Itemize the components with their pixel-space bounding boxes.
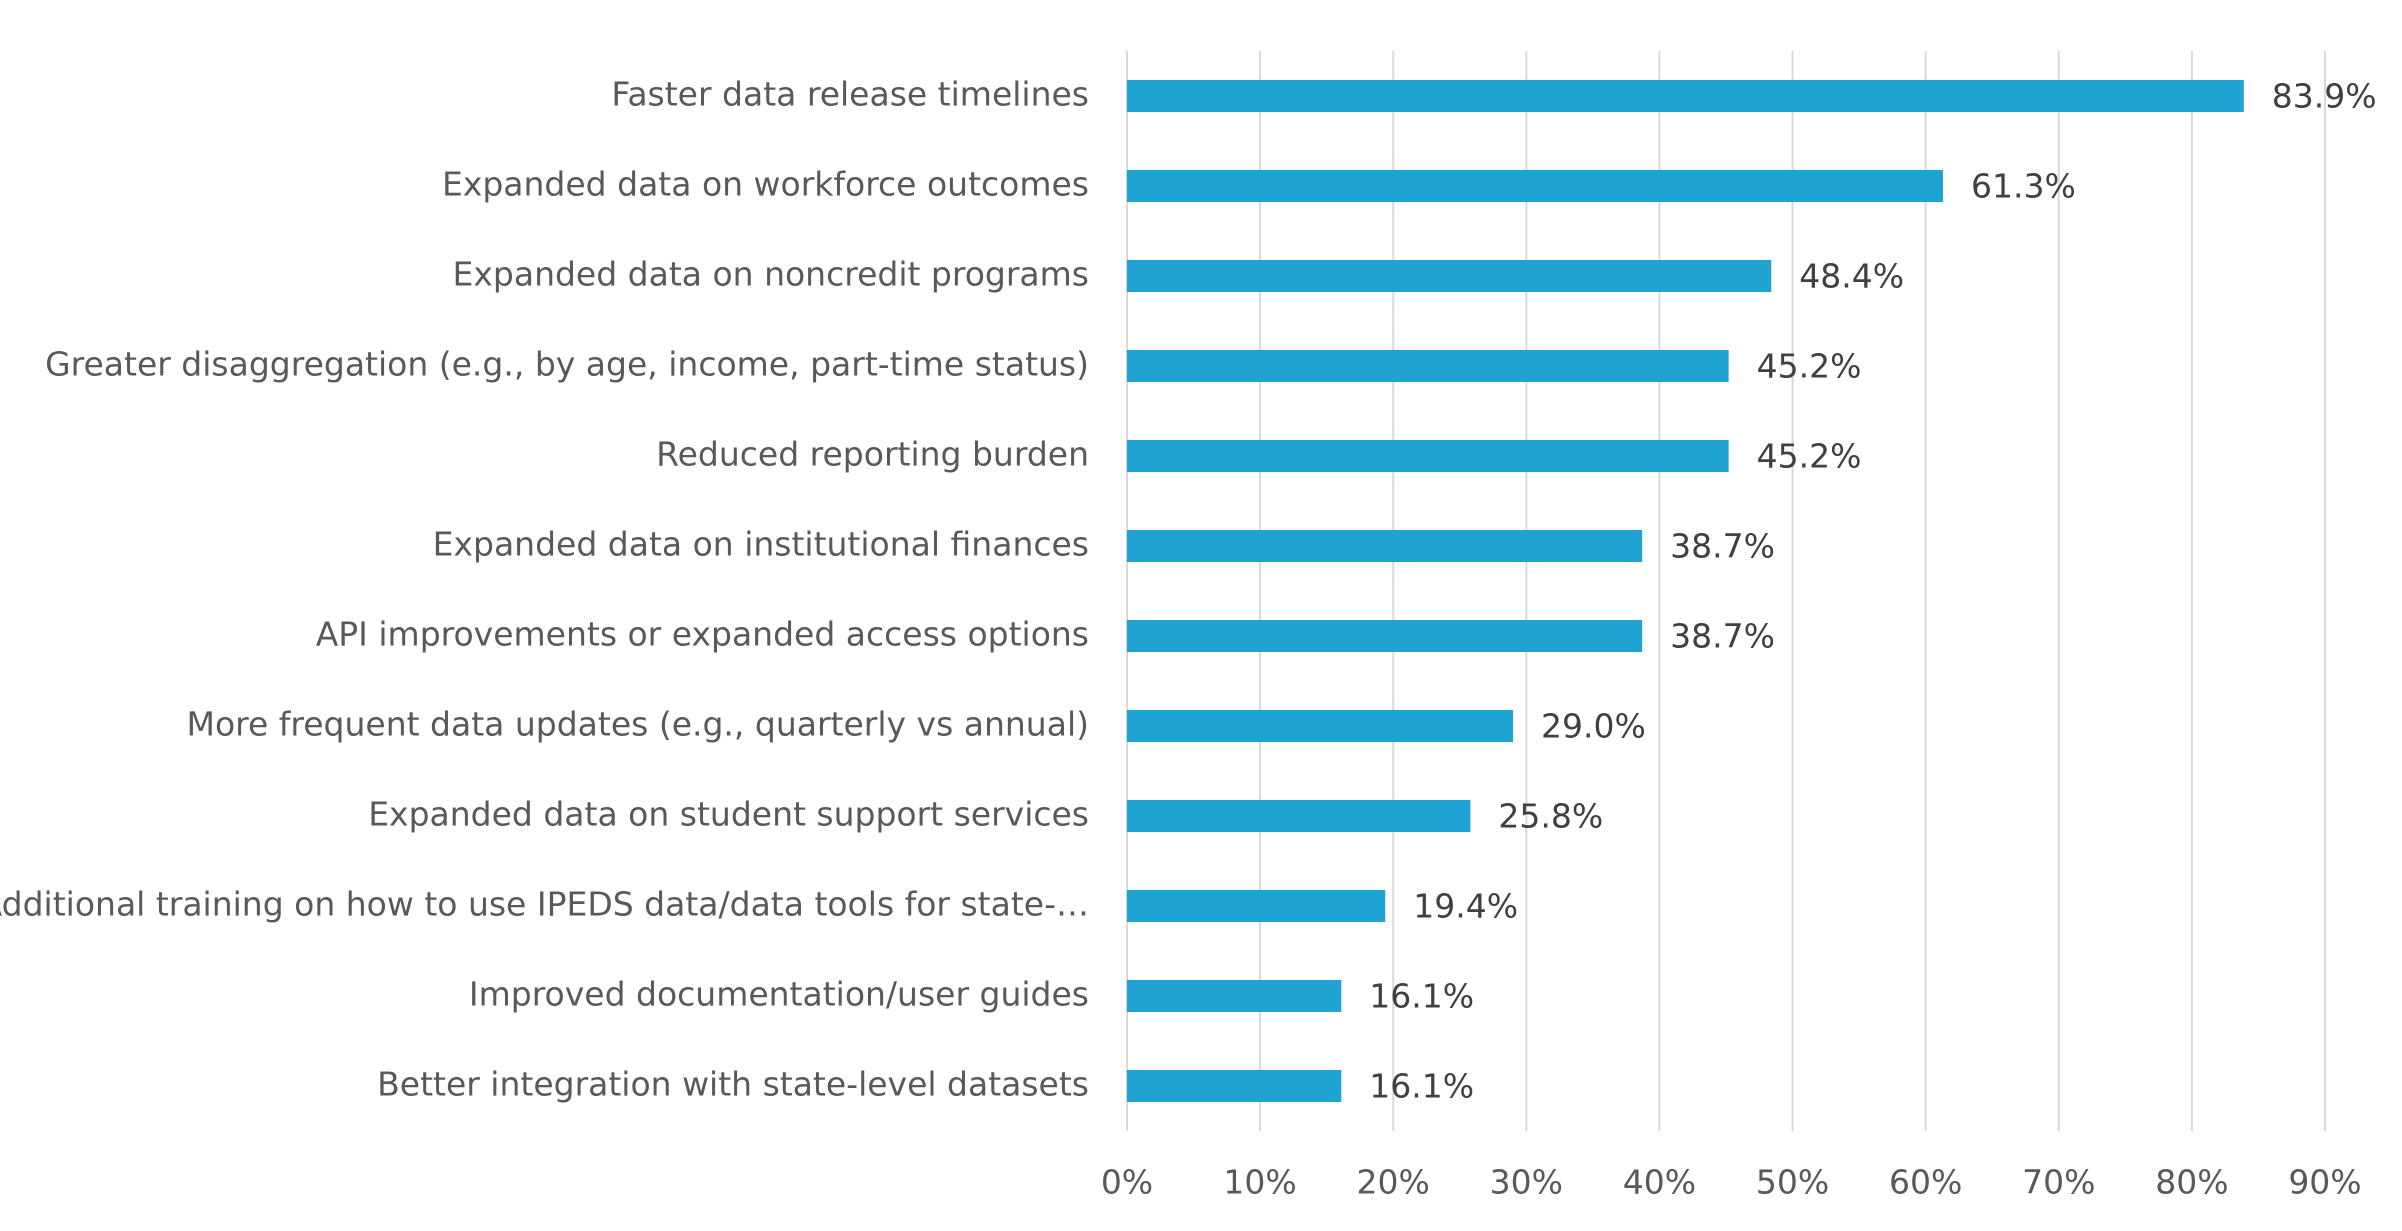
x-tick-label: 0%: [1101, 1163, 1153, 1202]
y-tick-label: Expanded data on workforce outcomes: [442, 165, 1089, 204]
bar: [1127, 710, 1514, 742]
x-tick-label: 70%: [2022, 1163, 2095, 1202]
bar: [1127, 440, 1729, 472]
value-label: 83.9%: [2272, 77, 2377, 116]
value-label: 61.3%: [1971, 167, 2076, 206]
bar: [1127, 350, 1729, 382]
bar: [1127, 1070, 1342, 1102]
value-label: 48.4%: [1799, 257, 1904, 296]
value-label: 45.2%: [1757, 347, 1862, 386]
x-tick-label: 40%: [1623, 1163, 1696, 1202]
x-tick-label: 10%: [1223, 1163, 1296, 1202]
y-tick-label: More frequent data updates (e.g., quarte…: [186, 705, 1089, 744]
x-tick-label: 90%: [2288, 1163, 2361, 1202]
y-tick-label: Better integration with state-level data…: [377, 1065, 1089, 1104]
y-tick-label: Expanded data on noncredit programs: [453, 255, 1089, 294]
value-label: 16.1%: [1369, 1067, 1474, 1106]
value-label: 25.8%: [1498, 797, 1603, 836]
value-label: 38.7%: [1670, 617, 1775, 656]
x-tick-label: 80%: [2155, 1163, 2228, 1202]
value-label: 38.7%: [1670, 527, 1775, 566]
value-label: 29.0%: [1541, 707, 1646, 746]
bar: [1127, 170, 1943, 202]
bar: [1127, 980, 1342, 1012]
bar: [1127, 890, 1386, 922]
x-tick-label: 20%: [1357, 1163, 1430, 1202]
bar: [1127, 620, 1643, 652]
bar: [1127, 260, 1772, 292]
x-tick-label: 50%: [1756, 1163, 1829, 1202]
y-tick-label: Faster data release timelines: [611, 75, 1089, 114]
y-tick-label: Expanded data on student support service…: [368, 795, 1089, 834]
value-label: 16.1%: [1369, 977, 1474, 1016]
value-label: 45.2%: [1757, 437, 1862, 476]
bar: [1127, 800, 1471, 832]
y-tick-label: Additional training on how to use IPEDS …: [0, 885, 1089, 924]
y-tick-label: Improved documentation/user guides: [469, 975, 1089, 1014]
y-tick-label: Reduced reporting burden: [656, 435, 1089, 474]
value-label: 19.4%: [1413, 887, 1518, 926]
x-tick-label: 30%: [1490, 1163, 1563, 1202]
bar: [1127, 530, 1643, 562]
x-tick-label: 60%: [1889, 1163, 1962, 1202]
y-tick-label: Greater disaggregation (e.g., by age, in…: [45, 345, 1089, 384]
y-tick-label: Expanded data on institutional finances: [433, 525, 1089, 564]
bar: [1127, 80, 2244, 112]
y-tick-label: API improvements or expanded access opti…: [316, 615, 1089, 654]
